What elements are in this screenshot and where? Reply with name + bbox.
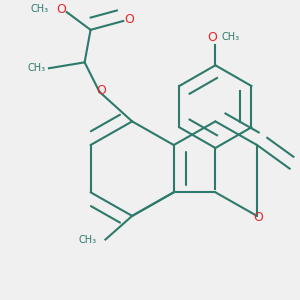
- Text: CH₃: CH₃: [28, 63, 46, 73]
- Text: CH₃: CH₃: [79, 235, 97, 244]
- Text: O: O: [96, 84, 106, 97]
- Text: O: O: [56, 3, 66, 16]
- Text: CH₃: CH₃: [31, 4, 49, 14]
- Text: O: O: [254, 211, 263, 224]
- Text: O: O: [124, 13, 134, 26]
- Text: CH₃: CH₃: [221, 32, 239, 42]
- Text: O: O: [208, 31, 218, 44]
